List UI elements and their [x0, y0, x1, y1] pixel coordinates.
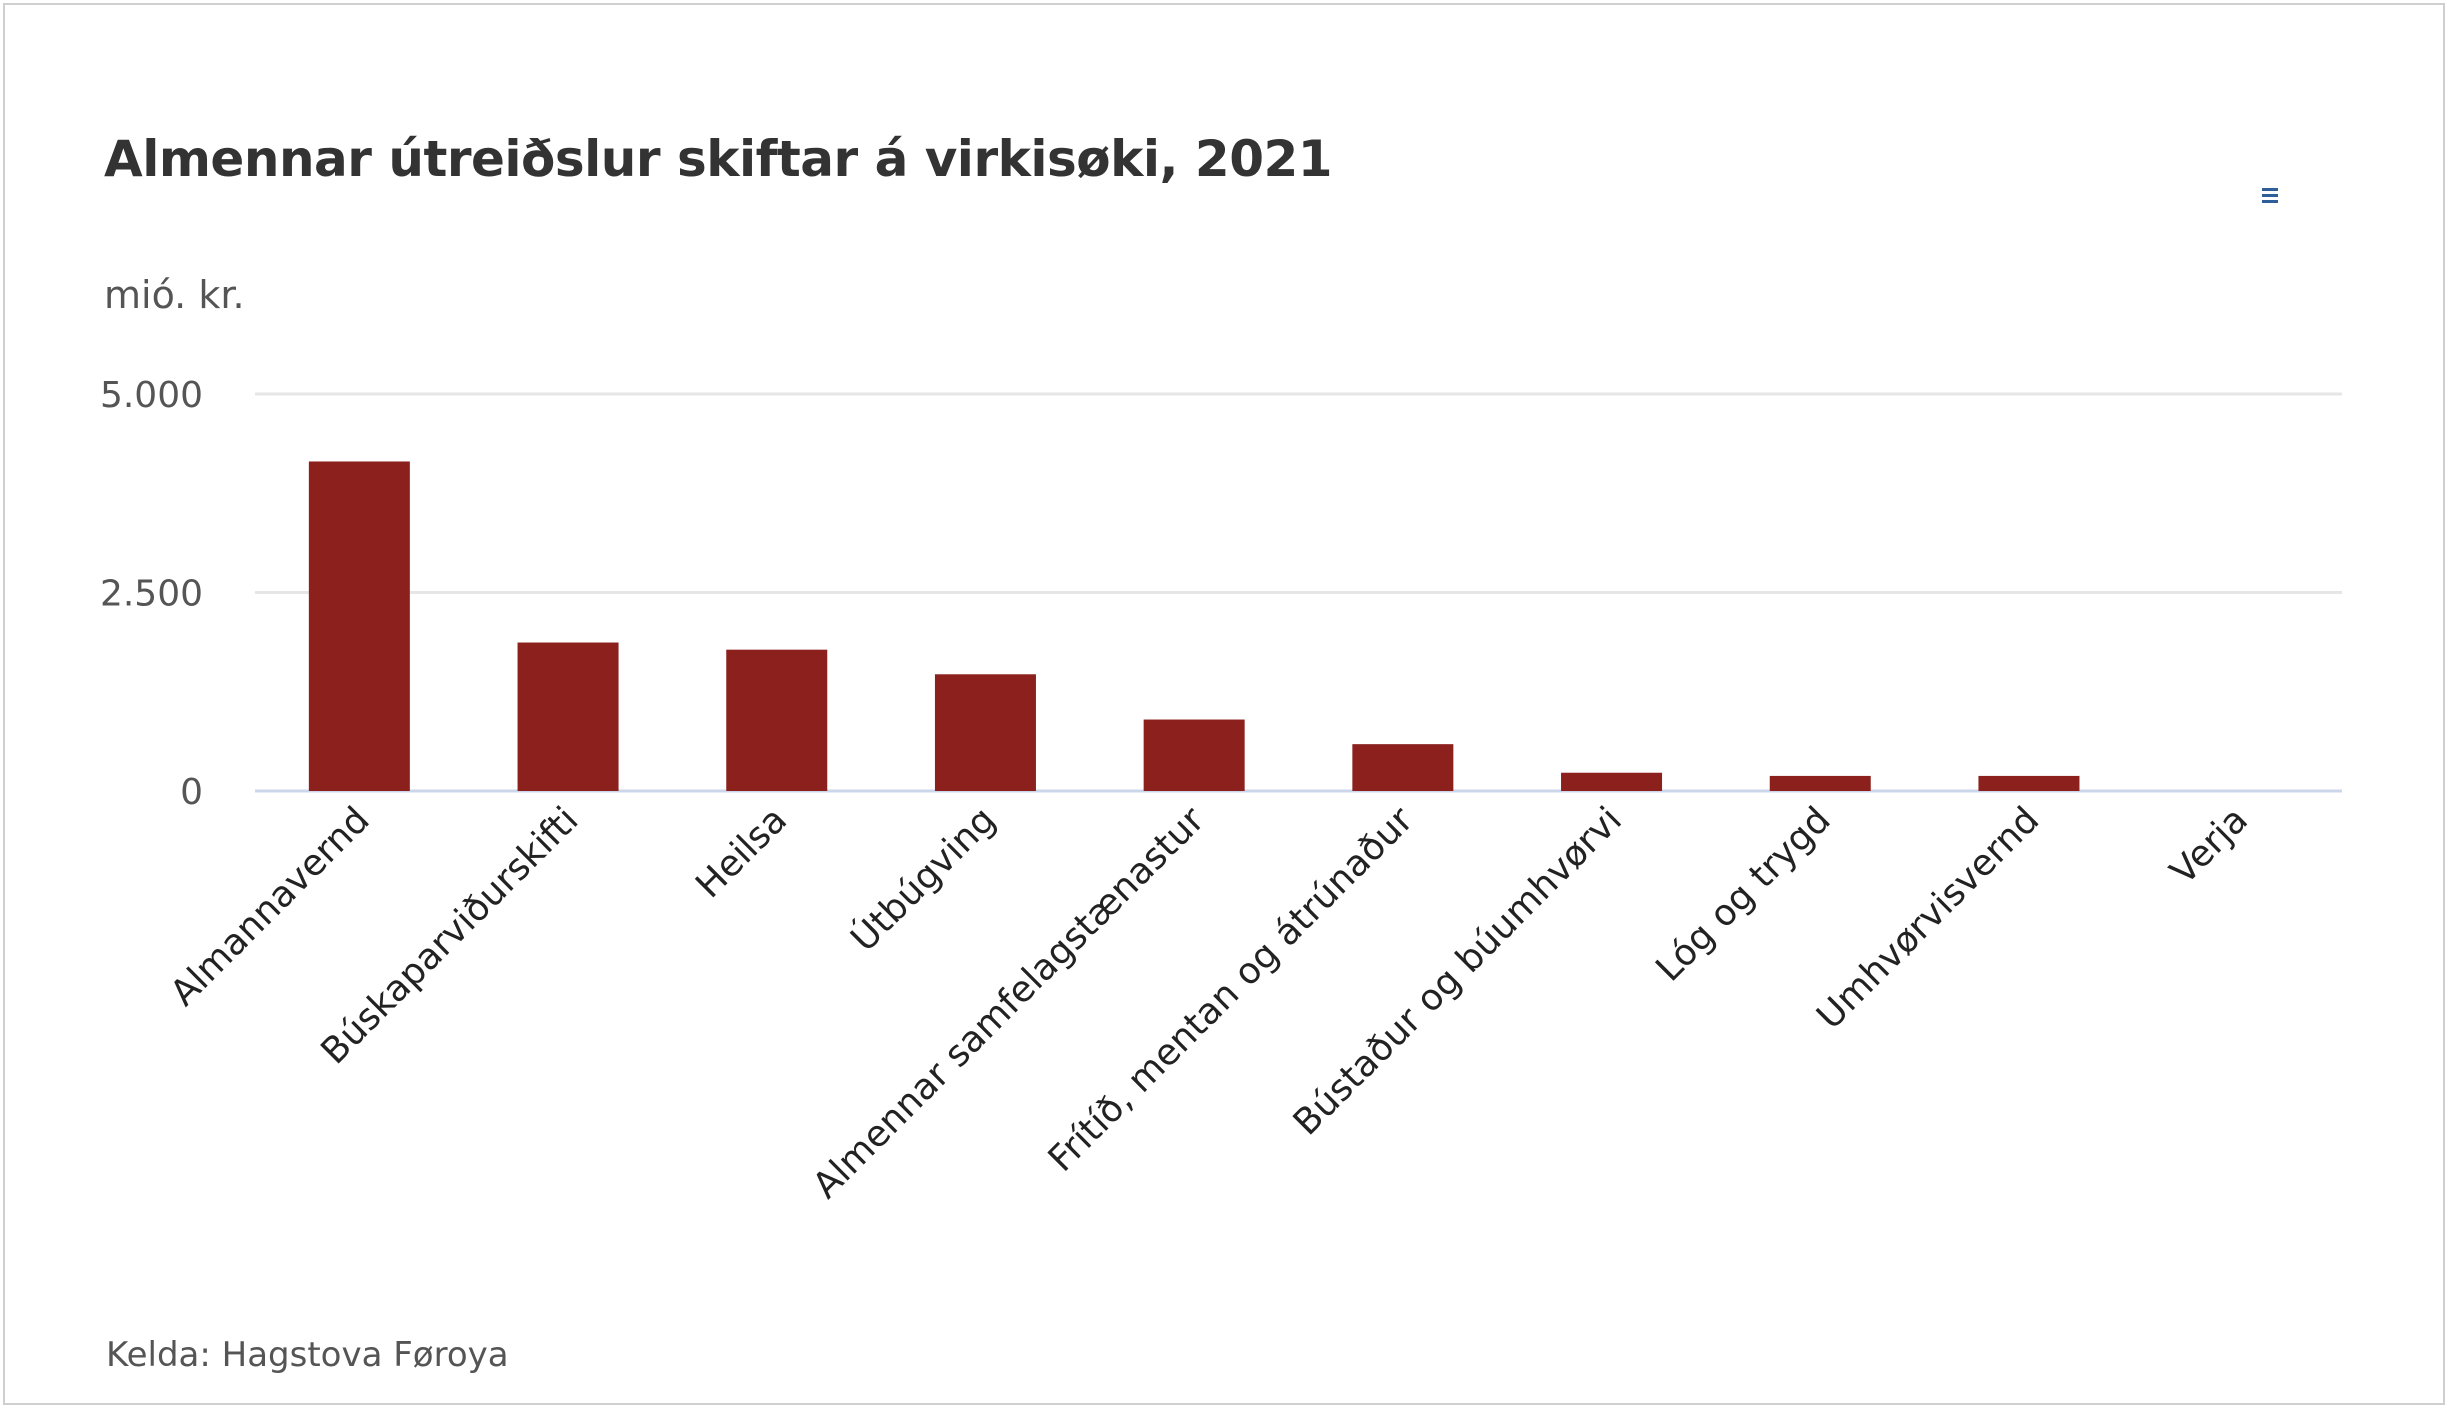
y-tick-label: 0: [180, 772, 203, 813]
x-tick-label: Útbúgving: [843, 799, 1004, 960]
y-axis-unit-label: mió. kr.: [104, 273, 245, 317]
bar: [1769, 775, 1871, 791]
chart-container: [3, 3, 2445, 1405]
x-tick-label: Heilsa: [688, 799, 795, 906]
bar: [934, 674, 1036, 791]
bar: [1143, 719, 1245, 791]
source-credit: Kelda: Hagstova Føroya: [106, 1335, 509, 1375]
bar: [308, 461, 410, 791]
chart-menu-button[interactable]: [2248, 178, 2292, 214]
x-tick-label: Verja: [2163, 799, 2256, 892]
bar: [1978, 775, 2080, 791]
hamburger-menu-icon: [2262, 188, 2278, 203]
x-tick-label: Umhvørvisvernd: [1809, 799, 2047, 1037]
bar: [1352, 744, 1454, 791]
y-tick-label: 2.500: [100, 574, 203, 615]
x-tick-label: Almennar samfelagstænastur: [805, 799, 1212, 1206]
x-tick-label: Almannavernd: [163, 799, 378, 1014]
chart-title: Almennar útreiðslur skiftar á virkisøki,…: [104, 130, 1333, 188]
bar: [517, 642, 619, 791]
bar: [1561, 772, 1663, 791]
y-tick-label: 5.000: [100, 375, 203, 416]
x-tick-label: Frítíð, mentan og átrúnaður: [1041, 799, 1422, 1180]
x-tick-label: Bústaður og búumhvørvi: [1286, 799, 1630, 1143]
bar: [726, 649, 828, 791]
x-tick-label: Lóg og trygd: [1648, 799, 1838, 989]
